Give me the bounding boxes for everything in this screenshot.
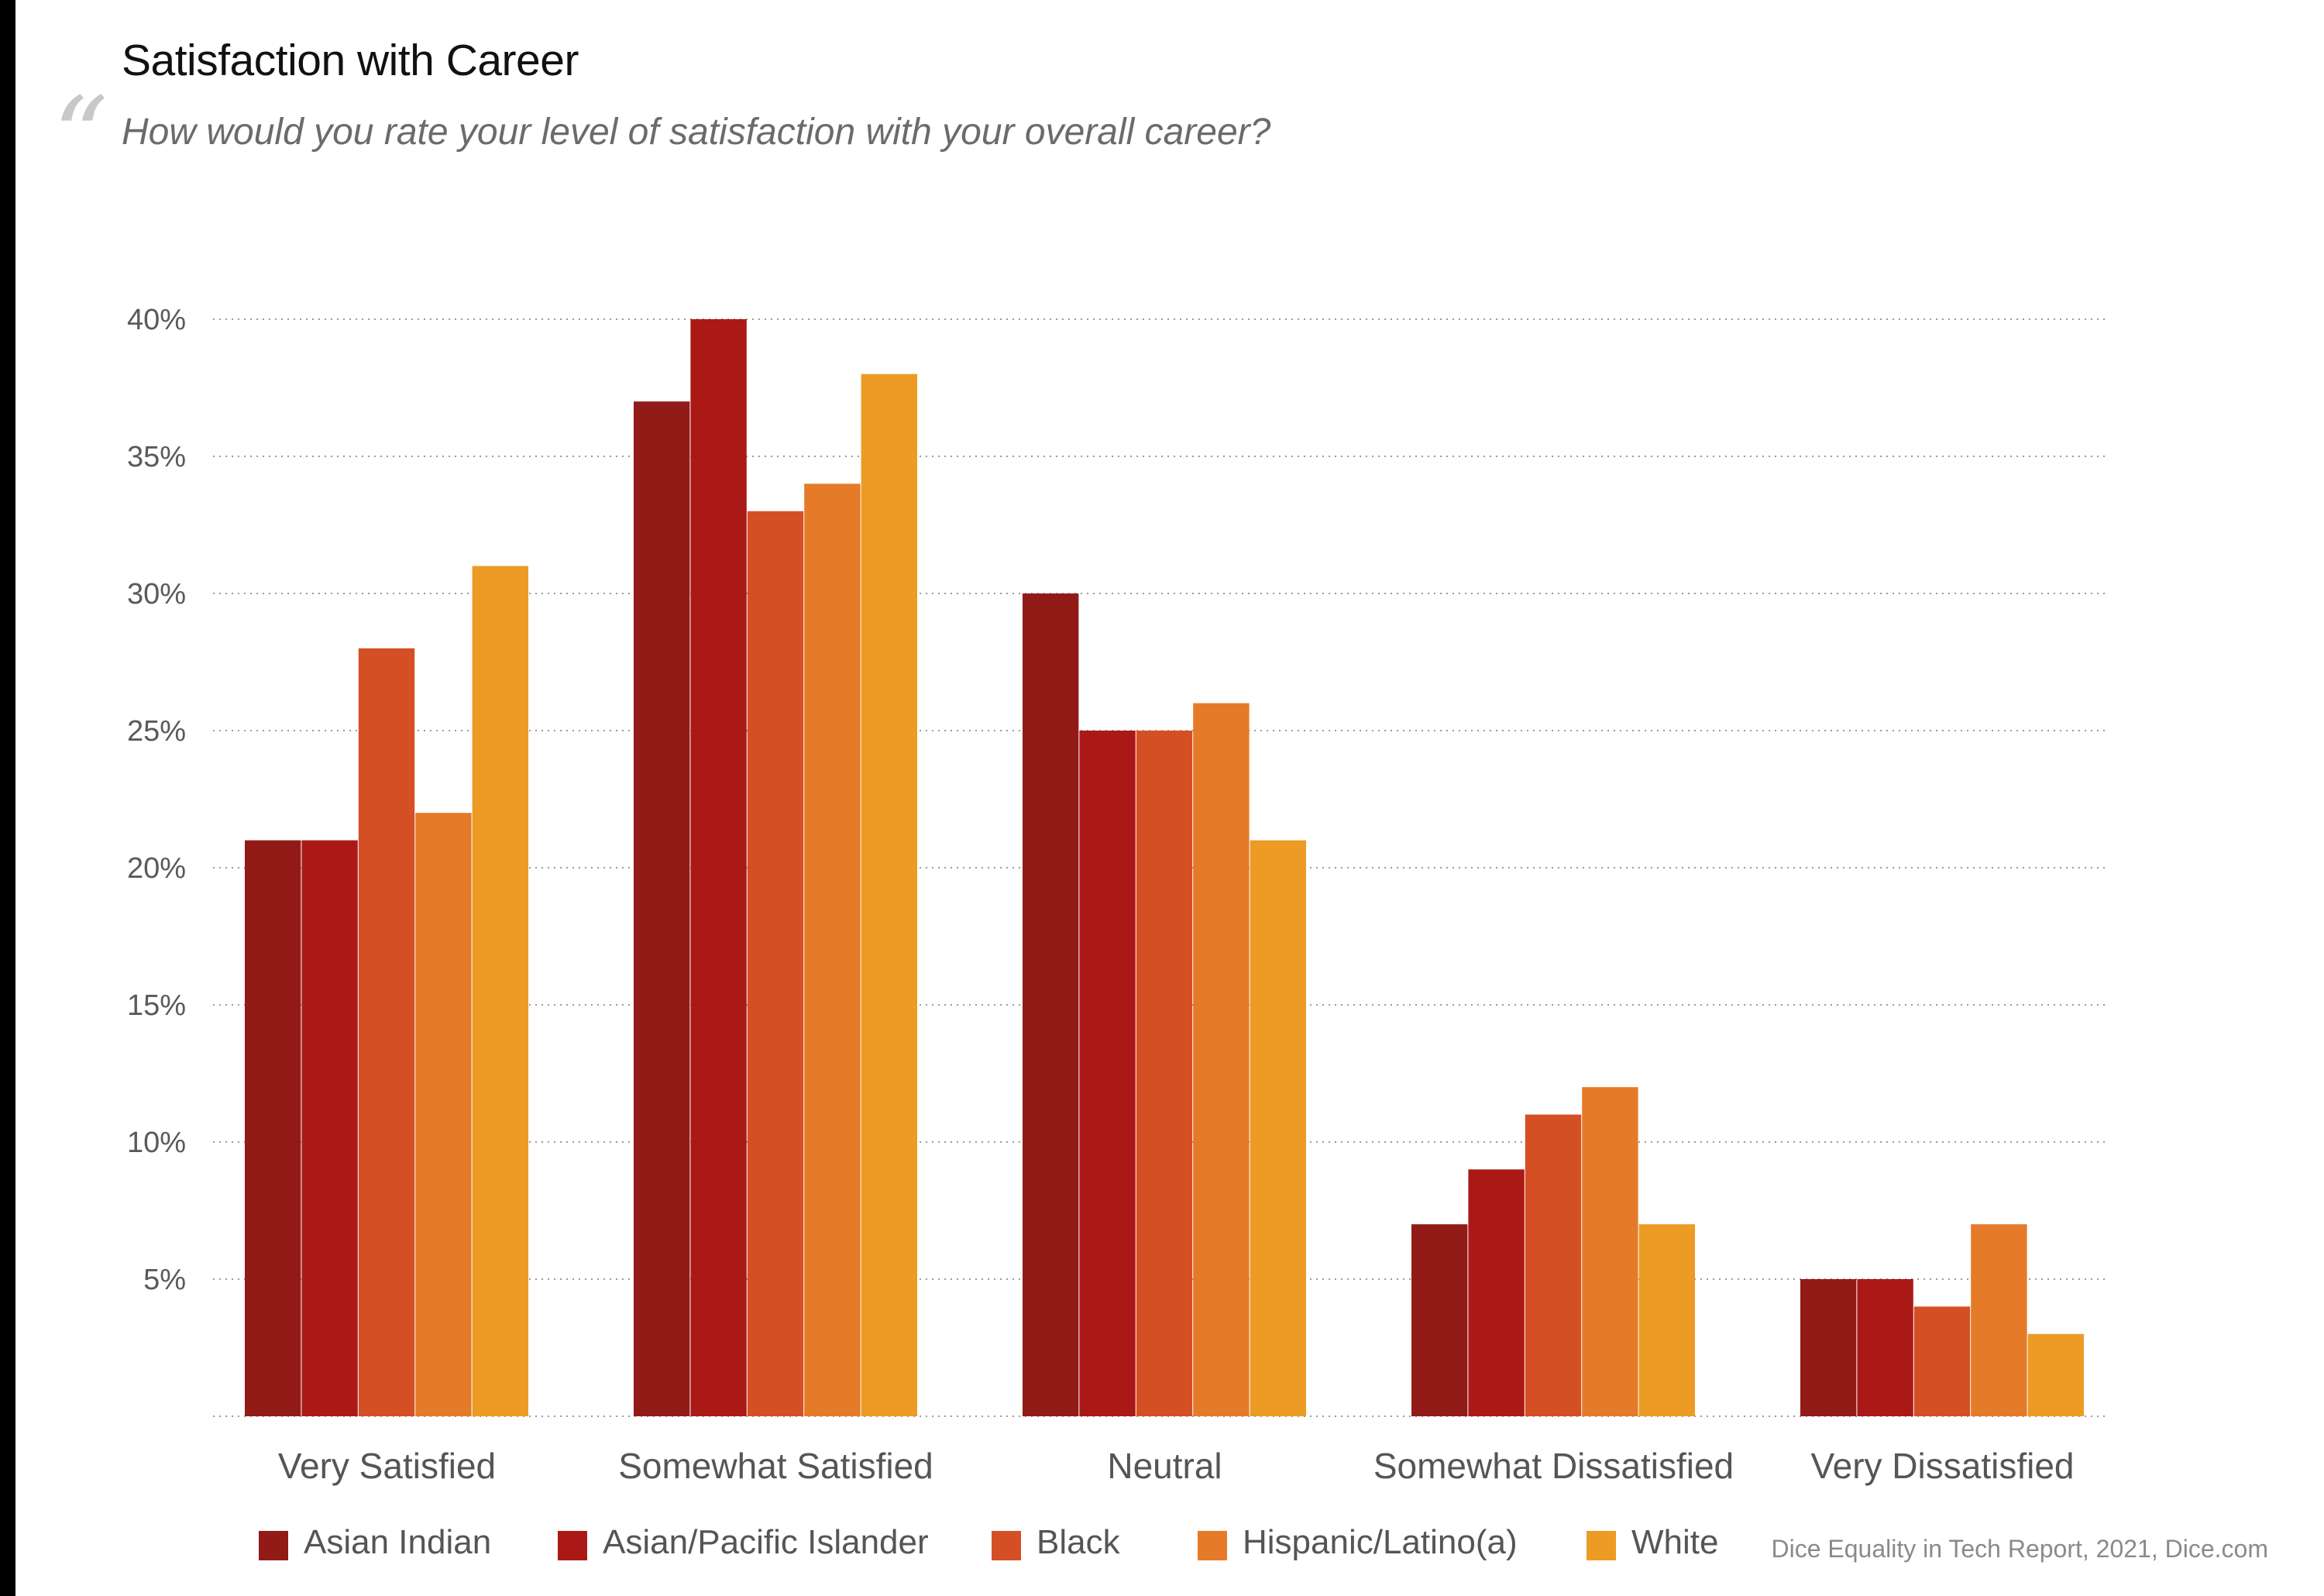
- y-tick-label: 5%: [143, 1264, 186, 1296]
- bar-1-4: [861, 373, 917, 1416]
- bar-2-2: [1136, 731, 1193, 1416]
- y-tick-label: 10%: [127, 1126, 186, 1159]
- y-tick-label: 15%: [127, 989, 186, 1022]
- bar-3-3: [1582, 1087, 1638, 1416]
- chart-title: Satisfaction with Career: [122, 36, 579, 85]
- y-tick-label: 30%: [127, 578, 186, 611]
- bar-4-0: [1800, 1279, 1857, 1416]
- bar-0-2: [358, 648, 415, 1416]
- bar-2-1: [1079, 731, 1136, 1416]
- bar-1-1: [690, 319, 747, 1416]
- bar-0-0: [245, 840, 301, 1416]
- legend-swatch: [259, 1531, 288, 1560]
- bar-3-1: [1468, 1169, 1525, 1416]
- bar-0-1: [301, 840, 358, 1416]
- bar-0-3: [415, 813, 472, 1416]
- bar-3-0: [1411, 1224, 1468, 1416]
- y-tick-label: 35%: [127, 441, 186, 473]
- legend-label: Black: [1037, 1523, 1120, 1561]
- x-axis-categories: Very Satisfied Somewhat Satisfied Neutral S…: [278, 1446, 2075, 1486]
- category-label: Neutral: [1107, 1446, 1222, 1486]
- legend-swatch: [558, 1531, 587, 1560]
- legend-label: Asian/Pacific Islander: [603, 1523, 929, 1561]
- bar-2-4: [1250, 840, 1306, 1416]
- bar-4-4: [2027, 1333, 2084, 1416]
- category-label: Somewhat Dissatisfied: [1373, 1446, 1734, 1486]
- legend: Asian Indian Asian/Pacific Islander Black H…: [0, 1519, 2324, 1573]
- bar-1-2: [747, 511, 804, 1416]
- legend-swatch: [1587, 1531, 1616, 1560]
- bar-2-0: [1023, 593, 1079, 1416]
- y-tick-label: 25%: [127, 715, 186, 748]
- legend-label: White: [1631, 1523, 1719, 1561]
- bar-3-2: [1525, 1114, 1582, 1416]
- category-label: Very Dissatisfied: [1810, 1446, 2074, 1486]
- y-tick-label: 40%: [127, 304, 186, 336]
- category-label: Very Satisfied: [278, 1446, 496, 1486]
- quote-icon: “: [53, 74, 108, 201]
- category-label: Somewhat Satisfied: [618, 1446, 933, 1486]
- chart-subtitle: How would you rate your level of satisfa…: [122, 112, 1271, 153]
- legend-swatch: [1198, 1531, 1227, 1560]
- legend-swatch: [992, 1531, 1021, 1560]
- bar-4-2: [1913, 1306, 1971, 1416]
- bars: [245, 319, 2084, 1417]
- bar-1-0: [634, 401, 690, 1417]
- legend-label: Hispanic/Latino(a): [1243, 1523, 1518, 1561]
- legend-label: Asian Indian: [304, 1523, 492, 1561]
- source-note: Dice Equality in Tech Report, 2021, Dice…: [1771, 1535, 2269, 1563]
- bar-4-3: [1971, 1224, 2027, 1416]
- bar-4-1: [1857, 1279, 1913, 1416]
- bar-2-3: [1193, 703, 1250, 1416]
- y-tick-label: 20%: [127, 852, 186, 885]
- bar-3-4: [1638, 1224, 1695, 1416]
- bar-1-3: [804, 483, 861, 1416]
- bar-0-4: [472, 566, 528, 1416]
- y-axis-ticks: 5% 10% 15% 20% 25% 30% 35% 40%: [127, 304, 186, 1296]
